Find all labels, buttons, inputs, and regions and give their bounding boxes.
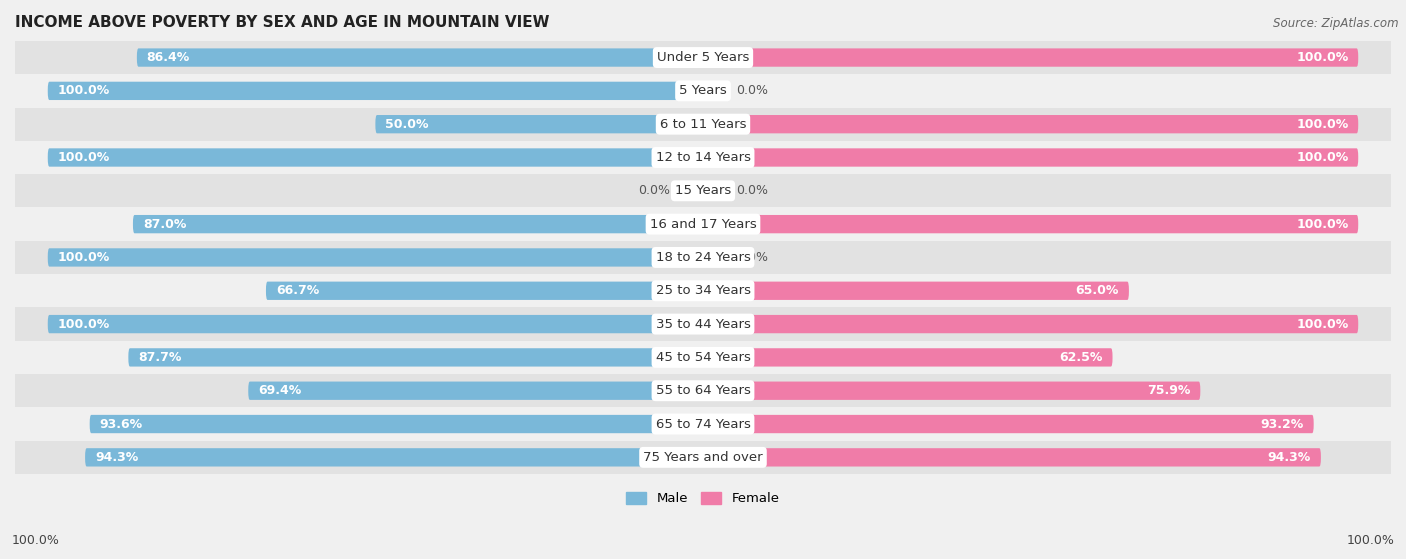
Text: 100.0%: 100.0% — [1296, 51, 1348, 64]
Text: INCOME ABOVE POVERTY BY SEX AND AGE IN MOUNTAIN VIEW: INCOME ABOVE POVERTY BY SEX AND AGE IN M… — [15, 15, 550, 30]
Text: 50.0%: 50.0% — [385, 118, 429, 131]
FancyBboxPatch shape — [703, 49, 1358, 67]
Text: 16 and 17 Years: 16 and 17 Years — [650, 217, 756, 231]
FancyBboxPatch shape — [266, 282, 703, 300]
Text: 66.7%: 66.7% — [276, 285, 319, 297]
Bar — [15, 107, 1391, 141]
Bar — [15, 207, 1391, 241]
FancyBboxPatch shape — [48, 315, 703, 333]
Text: 0.0%: 0.0% — [735, 84, 768, 97]
FancyBboxPatch shape — [249, 382, 703, 400]
FancyBboxPatch shape — [134, 215, 703, 233]
Text: 45 to 54 Years: 45 to 54 Years — [655, 351, 751, 364]
Text: 100.0%: 100.0% — [11, 534, 59, 547]
Text: 0.0%: 0.0% — [735, 251, 768, 264]
FancyBboxPatch shape — [48, 248, 703, 267]
Text: 0.0%: 0.0% — [638, 184, 671, 197]
FancyBboxPatch shape — [703, 348, 1112, 367]
Bar — [15, 274, 1391, 307]
Bar — [15, 341, 1391, 374]
Text: 100.0%: 100.0% — [58, 251, 110, 264]
Text: 75.9%: 75.9% — [1147, 384, 1191, 397]
Bar — [15, 241, 1391, 274]
Text: 6 to 11 Years: 6 to 11 Years — [659, 118, 747, 131]
FancyBboxPatch shape — [703, 215, 1358, 233]
Text: 5 Years: 5 Years — [679, 84, 727, 97]
Text: 93.2%: 93.2% — [1261, 418, 1303, 430]
Text: Source: ZipAtlas.com: Source: ZipAtlas.com — [1274, 17, 1399, 30]
Text: Under 5 Years: Under 5 Years — [657, 51, 749, 64]
FancyBboxPatch shape — [703, 115, 1358, 134]
FancyBboxPatch shape — [48, 148, 703, 167]
FancyBboxPatch shape — [703, 382, 1201, 400]
FancyBboxPatch shape — [86, 448, 703, 467]
Bar — [15, 408, 1391, 440]
FancyBboxPatch shape — [90, 415, 703, 433]
Text: 25 to 34 Years: 25 to 34 Years — [655, 285, 751, 297]
Text: 0.0%: 0.0% — [735, 184, 768, 197]
Text: 65 to 74 Years: 65 to 74 Years — [655, 418, 751, 430]
Text: 94.3%: 94.3% — [96, 451, 138, 464]
FancyBboxPatch shape — [703, 315, 1358, 333]
Text: 100.0%: 100.0% — [58, 318, 110, 330]
Text: 100.0%: 100.0% — [1296, 118, 1348, 131]
Text: 15 Years: 15 Years — [675, 184, 731, 197]
Bar — [15, 307, 1391, 341]
Text: 94.3%: 94.3% — [1268, 451, 1310, 464]
Text: 69.4%: 69.4% — [259, 384, 301, 397]
Text: 100.0%: 100.0% — [1296, 318, 1348, 330]
Text: 55 to 64 Years: 55 to 64 Years — [655, 384, 751, 397]
Text: 12 to 14 Years: 12 to 14 Years — [655, 151, 751, 164]
FancyBboxPatch shape — [703, 148, 1358, 167]
Bar — [15, 440, 1391, 474]
FancyBboxPatch shape — [703, 248, 723, 267]
FancyBboxPatch shape — [375, 115, 703, 134]
Text: 35 to 44 Years: 35 to 44 Years — [655, 318, 751, 330]
FancyBboxPatch shape — [48, 82, 703, 100]
FancyBboxPatch shape — [128, 348, 703, 367]
FancyBboxPatch shape — [703, 182, 723, 200]
Text: 100.0%: 100.0% — [1296, 151, 1348, 164]
FancyBboxPatch shape — [703, 415, 1313, 433]
Text: 87.0%: 87.0% — [143, 217, 186, 231]
Text: 87.7%: 87.7% — [138, 351, 181, 364]
Bar — [15, 41, 1391, 74]
Text: 100.0%: 100.0% — [58, 84, 110, 97]
FancyBboxPatch shape — [703, 82, 723, 100]
Text: 100.0%: 100.0% — [1296, 217, 1348, 231]
FancyBboxPatch shape — [136, 49, 703, 67]
Bar — [15, 374, 1391, 408]
Text: 86.4%: 86.4% — [146, 51, 190, 64]
FancyBboxPatch shape — [703, 282, 1129, 300]
Text: 65.0%: 65.0% — [1076, 285, 1119, 297]
Text: 62.5%: 62.5% — [1059, 351, 1102, 364]
Bar — [15, 174, 1391, 207]
FancyBboxPatch shape — [703, 448, 1320, 467]
Text: 100.0%: 100.0% — [58, 151, 110, 164]
Legend: Male, Female: Male, Female — [621, 487, 785, 511]
Text: 18 to 24 Years: 18 to 24 Years — [655, 251, 751, 264]
Text: 100.0%: 100.0% — [1347, 534, 1395, 547]
Text: 75 Years and over: 75 Years and over — [643, 451, 763, 464]
Text: 93.6%: 93.6% — [100, 418, 142, 430]
Bar — [15, 141, 1391, 174]
FancyBboxPatch shape — [683, 182, 703, 200]
Bar — [15, 74, 1391, 107]
